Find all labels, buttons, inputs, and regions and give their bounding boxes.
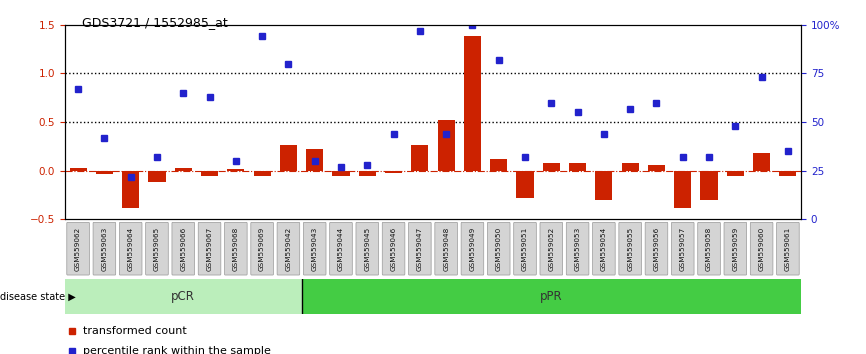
Bar	[464, 36, 481, 171]
FancyBboxPatch shape	[566, 222, 589, 275]
Text: GSM559043: GSM559043	[312, 227, 318, 271]
Text: GSM559054: GSM559054	[601, 227, 607, 271]
Bar	[437, 120, 455, 171]
Text: GSM559047: GSM559047	[417, 227, 423, 271]
FancyBboxPatch shape	[198, 222, 221, 275]
FancyBboxPatch shape	[356, 222, 378, 275]
FancyBboxPatch shape	[671, 222, 694, 275]
FancyBboxPatch shape	[93, 222, 116, 275]
Bar	[727, 171, 744, 176]
FancyBboxPatch shape	[67, 222, 89, 275]
Text: GSM559048: GSM559048	[443, 227, 449, 271]
Text: GSM559050: GSM559050	[495, 227, 501, 271]
Text: disease state ▶: disease state ▶	[0, 292, 75, 302]
FancyBboxPatch shape	[488, 222, 510, 275]
Text: percentile rank within the sample: percentile rank within the sample	[83, 346, 271, 354]
FancyBboxPatch shape	[224, 222, 247, 275]
Text: GSM559051: GSM559051	[522, 227, 528, 271]
FancyBboxPatch shape	[303, 222, 326, 275]
FancyBboxPatch shape	[724, 222, 746, 275]
FancyBboxPatch shape	[120, 222, 142, 275]
Text: transformed count: transformed count	[83, 326, 187, 336]
Text: GSM559061: GSM559061	[785, 227, 791, 271]
FancyBboxPatch shape	[645, 222, 668, 275]
Bar	[148, 171, 165, 182]
Bar	[175, 168, 191, 171]
FancyBboxPatch shape	[277, 222, 300, 275]
Bar	[301, 279, 801, 314]
FancyBboxPatch shape	[435, 222, 457, 275]
FancyBboxPatch shape	[750, 222, 773, 275]
Bar	[280, 144, 297, 171]
Bar	[254, 171, 271, 176]
FancyBboxPatch shape	[461, 222, 484, 275]
Text: GSM559069: GSM559069	[259, 227, 265, 271]
Bar	[516, 171, 533, 198]
Bar	[96, 171, 113, 174]
Text: GSM559060: GSM559060	[759, 227, 765, 271]
Bar	[411, 144, 429, 171]
Text: GSM559044: GSM559044	[338, 227, 344, 271]
FancyBboxPatch shape	[540, 222, 563, 275]
Bar	[359, 171, 376, 176]
FancyBboxPatch shape	[592, 222, 615, 275]
Text: GSM559055: GSM559055	[627, 227, 633, 271]
Text: GSM559052: GSM559052	[548, 227, 554, 271]
Text: GSM559068: GSM559068	[233, 227, 239, 271]
Bar	[122, 171, 139, 208]
Bar	[648, 165, 665, 171]
FancyBboxPatch shape	[409, 222, 431, 275]
Text: GSM559046: GSM559046	[391, 227, 397, 271]
Text: GSM559056: GSM559056	[654, 227, 659, 271]
FancyBboxPatch shape	[382, 222, 405, 275]
FancyBboxPatch shape	[514, 222, 536, 275]
Text: GSM559059: GSM559059	[733, 227, 739, 271]
Bar	[227, 169, 244, 171]
FancyBboxPatch shape	[619, 222, 642, 275]
Text: GSM559067: GSM559067	[207, 227, 212, 271]
Bar	[543, 163, 559, 171]
Bar	[675, 171, 691, 208]
Text: GSM559058: GSM559058	[706, 227, 712, 271]
Text: pPR: pPR	[540, 290, 563, 303]
Text: GSM559057: GSM559057	[680, 227, 686, 271]
Bar	[569, 163, 586, 171]
Bar	[701, 171, 718, 200]
Bar	[333, 171, 350, 176]
Text: GSM559049: GSM559049	[469, 227, 475, 271]
FancyBboxPatch shape	[251, 222, 274, 275]
Text: GSM559065: GSM559065	[154, 227, 160, 271]
FancyBboxPatch shape	[172, 222, 195, 275]
Bar	[385, 171, 402, 173]
Text: GSM559045: GSM559045	[365, 227, 371, 271]
FancyBboxPatch shape	[698, 222, 721, 275]
Bar	[490, 159, 507, 171]
Text: GSM559062: GSM559062	[75, 227, 81, 271]
Text: pCR: pCR	[171, 290, 195, 303]
Bar	[69, 168, 87, 171]
Bar	[622, 163, 639, 171]
Bar	[201, 171, 218, 176]
FancyBboxPatch shape	[330, 222, 352, 275]
FancyBboxPatch shape	[777, 222, 799, 275]
Bar	[595, 171, 612, 200]
Text: GDS3721 / 1552985_at: GDS3721 / 1552985_at	[82, 16, 228, 29]
Text: GSM559053: GSM559053	[575, 227, 580, 271]
Bar	[753, 153, 770, 171]
Text: GSM559042: GSM559042	[286, 227, 291, 271]
FancyBboxPatch shape	[145, 222, 168, 275]
Bar	[779, 171, 797, 176]
Bar	[65, 279, 301, 314]
Text: GSM559066: GSM559066	[180, 227, 186, 271]
Text: GSM559063: GSM559063	[101, 227, 107, 271]
Bar	[307, 149, 323, 171]
Text: GSM559064: GSM559064	[127, 227, 133, 271]
